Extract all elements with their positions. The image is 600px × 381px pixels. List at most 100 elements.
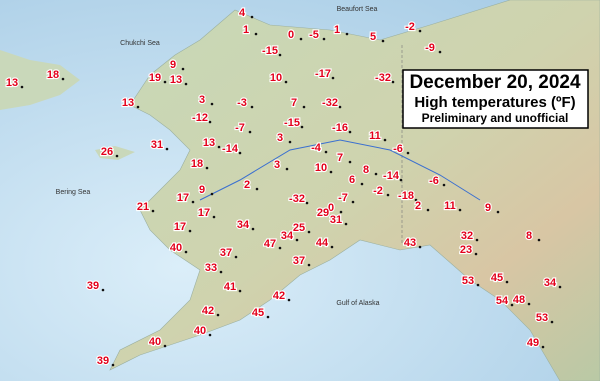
station-dot <box>344 222 348 226</box>
station-dot <box>351 200 355 204</box>
temperature: 42 <box>202 305 214 317</box>
station-dot <box>550 320 554 324</box>
temperature: 48 <box>513 294 525 306</box>
temperature: 7 <box>291 97 297 109</box>
temperature: -12 <box>192 112 208 124</box>
station-dot <box>250 105 254 109</box>
station-dot <box>184 250 188 254</box>
temperature: 31 <box>330 214 342 226</box>
station-dot <box>250 15 254 19</box>
station-dot <box>458 208 462 212</box>
temperature: 29 <box>317 207 329 219</box>
temperature: 23 <box>460 244 472 256</box>
temperature: 54 <box>496 295 509 307</box>
station-dot <box>307 263 311 267</box>
temperature: 34 <box>237 219 250 231</box>
temperature: 17 <box>177 192 189 204</box>
station-dot <box>510 303 514 307</box>
temperature: 25 <box>293 222 305 234</box>
station-dot <box>496 210 500 214</box>
temperature: -32 <box>289 193 305 205</box>
temperature: 26 <box>101 146 113 158</box>
station-dot <box>295 238 299 242</box>
temperature: 6 <box>349 174 355 186</box>
station-dot <box>324 150 328 154</box>
sea-label: Gulf of Alaska <box>336 300 379 307</box>
station-dot <box>381 39 385 43</box>
station-dot <box>217 145 221 149</box>
temperature: 39 <box>87 280 99 292</box>
station-dot <box>299 37 303 41</box>
st-lawrence-island <box>95 146 135 160</box>
temperature: 13 <box>170 74 182 86</box>
temperature: 19 <box>149 72 161 84</box>
temperature: 45 <box>252 307 264 319</box>
temperature: 37 <box>293 255 305 267</box>
temperature: -18 <box>398 190 414 202</box>
temperature: 13 <box>6 77 18 89</box>
temperature: 31 <box>151 139 163 151</box>
station-dot <box>348 160 352 164</box>
temperature: 40 <box>149 336 161 348</box>
station-dot <box>287 298 291 302</box>
station-dot <box>208 120 212 124</box>
sea-label: Bering Sea <box>56 189 91 196</box>
temperature: 13 <box>203 137 215 149</box>
temperature: 53 <box>462 275 474 287</box>
station-dot <box>329 170 333 174</box>
temperature: 45 <box>491 272 503 284</box>
station-dot <box>438 50 442 54</box>
temperature: -14 <box>383 170 400 182</box>
station-dot <box>305 201 309 205</box>
station-dot <box>248 130 252 134</box>
temperature: 7 <box>337 152 343 164</box>
temperature: -4 <box>311 142 322 154</box>
temperature: 34 <box>544 277 557 289</box>
station-dot <box>474 252 478 256</box>
temperature: 42 <box>273 290 285 302</box>
temperature: 10 <box>315 162 327 174</box>
station-dot <box>331 215 335 219</box>
station-dot <box>391 80 395 84</box>
temperature: 3 <box>274 159 280 171</box>
station-dot <box>414 198 418 202</box>
temperature: 39 <box>97 355 109 367</box>
temperature: 3 <box>277 132 283 144</box>
station-dot <box>541 345 545 349</box>
station-dot <box>251 227 255 231</box>
temperature: 40 <box>194 325 206 337</box>
temperature: -5 <box>309 29 319 41</box>
temperature: 21 <box>137 201 149 213</box>
station-dot <box>284 80 288 84</box>
station-dot <box>278 246 282 250</box>
station-dot <box>418 29 422 33</box>
station-dot <box>348 130 352 134</box>
temperature: -2 <box>405 21 415 33</box>
station-dot <box>331 76 335 80</box>
station-dot <box>537 238 541 242</box>
station-dot <box>208 333 212 337</box>
temperature: 33 <box>205 262 217 274</box>
station-dot <box>216 313 220 317</box>
subtitle: High temperatures (ºF) <box>414 94 575 111</box>
temperature: 1 <box>243 24 249 36</box>
temperature: 32 <box>461 230 473 242</box>
station-dot <box>386 193 390 197</box>
temperature: 9 <box>170 59 176 71</box>
station-dot <box>20 85 24 89</box>
station-dot <box>163 344 167 348</box>
temperature: 43 <box>404 237 416 249</box>
station-dot <box>165 147 169 151</box>
temperature: 1 <box>334 24 340 36</box>
temperature: 49 <box>527 337 539 349</box>
note: Preliminary and unofficial <box>422 111 569 125</box>
station-dot <box>475 238 479 242</box>
station-dot <box>191 200 195 204</box>
temperature: -2 <box>373 185 383 197</box>
temperature: 17 <box>198 207 210 219</box>
station-dot <box>238 289 242 293</box>
station-dot <box>238 151 242 155</box>
sea-label: Beaufort Sea <box>337 6 378 13</box>
temperature: 3 <box>199 94 205 106</box>
